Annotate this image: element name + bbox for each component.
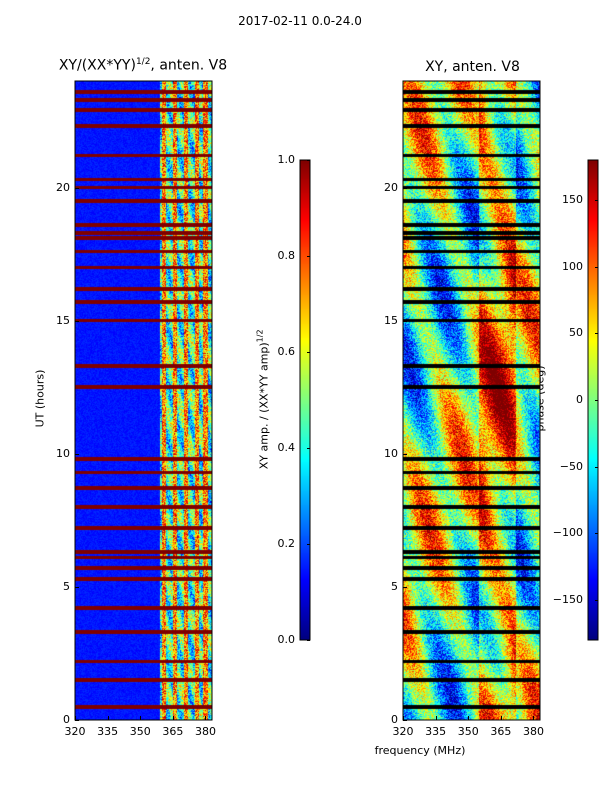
phase-ytick-label: 10 xyxy=(384,446,398,460)
phase-axes-frame xyxy=(402,80,541,721)
amp-xtick-mark xyxy=(205,716,207,720)
phase-colorbar-frame xyxy=(587,159,599,641)
phase-colorbar-tick-mark xyxy=(595,200,598,201)
phase-colorbar-tick-label: 100 xyxy=(562,259,583,273)
phase-colorbar-tick-mark xyxy=(595,266,598,268)
amp-ytick-mark xyxy=(75,720,79,721)
phase-ytick-mark xyxy=(403,320,407,322)
amp-title-suffix: , anten. V8 xyxy=(150,57,228,74)
amp-colorbar-tick-label: 1.0 xyxy=(277,153,296,166)
phase-ytick-mark xyxy=(403,720,407,721)
phase-ytick-mark xyxy=(403,586,407,588)
phase-colorbar-border xyxy=(587,159,599,641)
amp-colorbar-tick-mark xyxy=(307,256,310,257)
amp-xtick-label: 365 xyxy=(162,725,184,738)
amp-colorbar-tick-mark xyxy=(307,160,310,161)
phase-xtick-label: 335 xyxy=(425,725,447,738)
phase-xtick-mark xyxy=(500,716,502,720)
amp-title-prefix: XY/(XX*YY) xyxy=(58,57,136,74)
phase-colorbar-tick-mark xyxy=(595,600,598,601)
amp-colorbar-tick-mark xyxy=(307,448,310,449)
phase-colorbar xyxy=(588,160,598,640)
phase-xtick-mark xyxy=(468,716,470,720)
phase-xtick-mark xyxy=(533,716,535,720)
amp-colorbar-tick-label: 0.0 xyxy=(277,633,296,646)
frequency-axis-label: frequency (MHz) xyxy=(374,744,466,757)
amp-ratio-axes-frame xyxy=(74,80,213,721)
phase-colorbar-tick-label: 50 xyxy=(569,326,583,340)
phase-colorbar-tick-label: 0 xyxy=(576,393,583,406)
amp-ytick-label: 10 xyxy=(56,446,70,460)
amp-ytick-label: 0 xyxy=(63,713,70,726)
phase-title-text: XY, anten. V8 xyxy=(425,59,520,75)
phase-colorbar-tick-label: −50 xyxy=(559,459,583,473)
figure-supertitle: 2017-02-11 0.0-24.0 xyxy=(238,14,362,28)
phase-xtick-label: 380 xyxy=(522,725,544,738)
amp-colorbar-border xyxy=(299,159,311,641)
amp-ytick-mark xyxy=(75,453,79,455)
amp-colorbar-tick-label: 0.4 xyxy=(277,441,296,454)
phase-colorbar-tick-label: −100 xyxy=(552,526,583,540)
phase-ytick-label: 15 xyxy=(384,313,398,327)
phase-xtick-mark xyxy=(435,716,437,720)
phase-axes-border xyxy=(402,80,541,721)
phase-xtick-label: 320 xyxy=(392,725,414,738)
phase-xtick-label: 350 xyxy=(457,725,479,738)
phase-colorbar-tick-mark xyxy=(595,400,598,401)
amp-ytick-mark xyxy=(75,187,79,189)
amp-colorbar-tick-mark xyxy=(307,352,310,353)
amp-xtick-label: 350 xyxy=(129,725,151,738)
amp-colorbar-tick-mark xyxy=(307,640,310,641)
amp-xtick-mark xyxy=(75,716,76,720)
phase-ytick-mark xyxy=(403,453,407,455)
amp-ytick-mark xyxy=(75,586,79,588)
amp-colorbar xyxy=(300,160,310,640)
phase-colorbar-tick-label: 150 xyxy=(562,193,583,206)
phase-ytick-label: 20 xyxy=(384,180,398,194)
amp-ytick-label: 20 xyxy=(56,180,70,194)
amp-ytick-mark xyxy=(75,320,79,322)
phase-ytick-mark xyxy=(403,187,407,189)
amp-colorbar-tick-label: 0.2 xyxy=(277,537,296,550)
phase-heatmap xyxy=(403,81,540,720)
amp-xtick-mark xyxy=(140,716,142,720)
amp-xtick-label: 320 xyxy=(64,725,86,738)
phase-xtick-label: 365 xyxy=(490,725,512,738)
amp-ratio-heatmap xyxy=(75,81,212,720)
amp-xtick-label: 380 xyxy=(194,725,216,738)
phase-xtick-mark xyxy=(403,716,404,720)
amp-ratio-axes-border xyxy=(74,80,213,721)
amp-colorbar-frame xyxy=(299,159,311,641)
amp-colorbar-tick-label: 0.6 xyxy=(277,345,296,358)
amp-xtick-label: 335 xyxy=(97,725,119,738)
amp-colorbar-tick-mark xyxy=(307,544,310,545)
phase-colorbar-tick-mark xyxy=(595,466,598,468)
amp-ytick-label: 5 xyxy=(63,579,70,593)
amp-ytick-label: 15 xyxy=(56,313,70,327)
amp-colorbar-tick-label: 0.8 xyxy=(277,249,296,262)
phase-colorbar-tick-mark xyxy=(595,333,598,335)
phase-colorbar-tick-mark xyxy=(595,533,598,535)
phase-plot-title: XY, anten. V8 xyxy=(360,59,585,75)
phase-colorbar-tick-label: −150 xyxy=(552,593,583,606)
amp-title-exponent: 1/2 xyxy=(135,57,151,67)
phase-ytick-label: 0 xyxy=(391,713,398,726)
amp-xtick-mark xyxy=(172,716,174,720)
amp-xtick-mark xyxy=(107,716,109,720)
phase-ytick-label: 5 xyxy=(391,579,398,593)
amp-ratio-plot-title: XY/(XX*YY)1/2, anten. V8 xyxy=(28,57,258,74)
